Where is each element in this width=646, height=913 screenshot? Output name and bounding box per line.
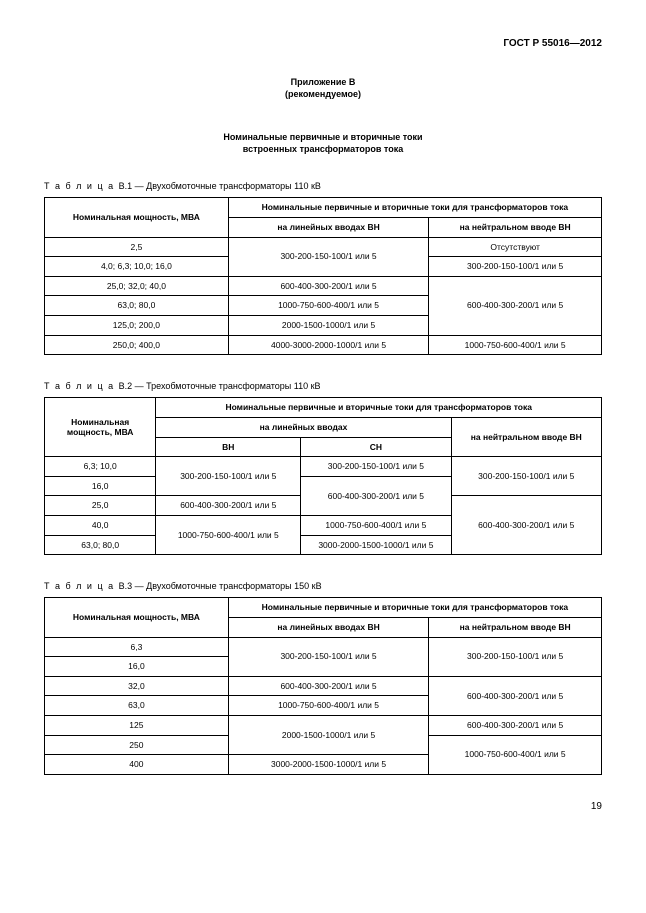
table-row: 6,3; 10,0 300-200-150-100/1 или 5 300-20… [45,457,602,477]
cell: 600-400-300-200/1 или 5 [429,276,602,335]
cell: 600-400-300-200/1 или 5 [429,716,602,736]
table-b1-prefix: Т а б л и ц а [44,181,115,191]
th-neutral: на нейтральном вводе ВН [429,217,602,237]
cell: 125,0; 200,0 [45,316,229,336]
section-title-line2: встроенных трансформаторов тока [243,144,403,154]
th-neutral: на нейтральном вводе ВН [451,417,601,456]
cell: Отсутствуют [429,237,602,257]
table-row: 2,5 300-200-150-100/1 или 5 Отсутствуют [45,237,602,257]
page-number: 19 [44,801,602,812]
cell: 1000-750-600-400/1 или 5 [156,516,301,555]
cell: 6,3; 10,0 [45,457,156,477]
th-neutral: на нейтральном вводе ВН [429,617,602,637]
appendix-label: Приложение В [44,77,602,87]
cell: 250,0; 400,0 [45,335,229,355]
table-b1-caption: В.1 — Двухобмоточные трансформаторы 110 … [119,181,321,191]
cell: 6,3 [45,637,229,657]
cell: 4,0; 6,3; 10,0; 16,0 [45,257,229,277]
doc-id: ГОСТ Р 55016—2012 [44,38,602,49]
cell: 2000-1500-1000/1 или 5 [228,716,429,755]
cell: 1000-750-600-400/1 или 5 [429,735,602,774]
table-b2-label: Т а б л и ц а В.2 — Трехобмоточные транс… [44,381,602,391]
th-power: Номинальная мощность, МВА [45,198,229,237]
cell: 300-200-150-100/1 или 5 [228,237,429,276]
cell: 3000-2000-1500-1000/1 или 5 [301,535,451,555]
cell: 300-200-150-100/1 или 5 [156,457,301,496]
th-power: Номинальная мощность, МВА [45,598,229,637]
cell: 1000-750-600-400/1 или 5 [228,696,429,716]
table-b3-caption: В.3 — Двухобмоточные трансформаторы 150 … [119,581,322,591]
cell: 600-400-300-200/1 или 5 [301,476,451,515]
table-row: Номинальная мощность, МВА Номинальные пе… [45,198,602,218]
cell: 600-400-300-200/1 или 5 [451,496,601,555]
cell: 40,0 [45,516,156,536]
table-row: 125 2000-1500-1000/1 или 5 600-400-300-2… [45,716,602,736]
th-line: на линейных вводах ВН [228,217,429,237]
cell: 600-400-300-200/1 или 5 [429,676,602,715]
cell: 4000-3000-2000-1000/1 или 5 [228,335,429,355]
th-power: Номинальная мощность, МВА [45,398,156,457]
table-row: 250,0; 400,0 4000-3000-2000-1000/1 или 5… [45,335,602,355]
cell: 1000-750-600-400/1 или 5 [429,335,602,355]
appendix-status: (рекомендуемое) [44,89,602,99]
cell: 600-400-300-200/1 или 5 [156,496,301,516]
table-b1-label: Т а б л и ц а В.1 — Двухобмоточные транс… [44,181,602,191]
cell: 600-400-300-200/1 или 5 [228,676,429,696]
cell: 32,0 [45,676,229,696]
th-main: Номинальные первичные и вторичные токи д… [156,398,602,418]
table-row: 6,3 300-200-150-100/1 или 5 300-200-150-… [45,637,602,657]
table-row: 32,0 600-400-300-200/1 или 5 600-400-300… [45,676,602,696]
cell: 300-200-150-100/1 или 5 [451,457,601,496]
cell: 25,0; 32,0; 40,0 [45,276,229,296]
table-b3-prefix: Т а б л и ц а [44,581,115,591]
table-b3-label: Т а б л и ц а В.3 — Двухобмоточные транс… [44,581,602,591]
cell: 400 [45,755,229,775]
section-title: Номинальные первичные и вторичные токи в… [44,131,602,155]
section-title-line1: Номинальные первичные и вторичные токи [223,132,422,142]
page: ГОСТ Р 55016—2012 Приложение В (рекоменд… [0,0,646,832]
table-b2: Номинальная мощность, МВА Номинальные пе… [44,397,602,555]
table-b2-caption: В.2 — Трехобмоточные трансформаторы 110 … [119,381,321,391]
cell: 25,0 [45,496,156,516]
cell: 1000-750-600-400/1 или 5 [228,296,429,316]
cell: 1000-750-600-400/1 или 5 [301,516,451,536]
cell: 63,0; 80,0 [45,296,229,316]
cell: 16,0 [45,476,156,496]
table-row: Номинальная мощность, МВА Номинальные пе… [45,598,602,618]
th-line: на линейных вводах [156,417,451,437]
table-b2-prefix: Т а б л и ц а [44,381,115,391]
cell: 16,0 [45,657,229,677]
cell: 300-200-150-100/1 или 5 [228,637,429,676]
cell: 600-400-300-200/1 или 5 [228,276,429,296]
cell: 63,0; 80,0 [45,535,156,555]
cell: 250 [45,735,229,755]
cell: 2,5 [45,237,229,257]
cell: 300-200-150-100/1 или 5 [429,257,602,277]
cell: 63,0 [45,696,229,716]
cell: 2000-1500-1000/1 или 5 [228,316,429,336]
cell: 300-200-150-100/1 или 5 [301,457,451,477]
table-row: Номинальная мощность, МВА Номинальные пе… [45,398,602,418]
table-b3: Номинальная мощность, МВА Номинальные пе… [44,597,602,775]
th-sn: СН [301,437,451,457]
th-main: Номинальные первичные и вторичные токи д… [228,198,601,218]
table-row: 25,0; 32,0; 40,0 600-400-300-200/1 или 5… [45,276,602,296]
th-line: на линейных вводах ВН [228,617,429,637]
cell: 125 [45,716,229,736]
cell: 3000-2000-1500-1000/1 или 5 [228,755,429,775]
table-b1: Номинальная мощность, МВА Номинальные пе… [44,197,602,355]
cell: 300-200-150-100/1 или 5 [429,637,602,676]
th-main: Номинальные первичные и вторичные токи д… [228,598,601,618]
th-vn: ВН [156,437,301,457]
